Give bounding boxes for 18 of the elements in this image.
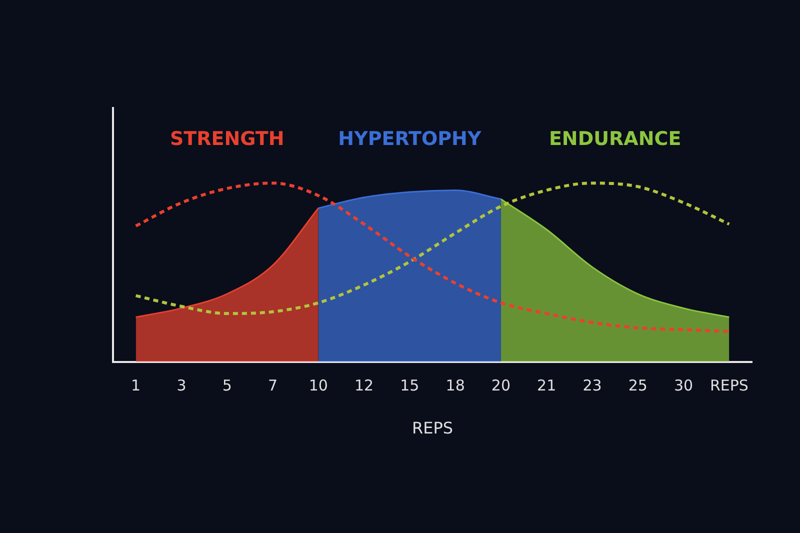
x-tick-label: 7: [268, 376, 278, 395]
x-tick-label: 12: [354, 376, 374, 395]
x-tick-label: 1: [131, 376, 141, 395]
x-tick-label: 5: [222, 376, 232, 395]
x-tick-label: 20: [491, 376, 511, 395]
x-tick-label: 23: [582, 376, 602, 395]
text: STRENGTH: [170, 128, 284, 150]
x-tick-label: 10: [308, 376, 328, 395]
x-tick-label: 18: [446, 376, 465, 395]
x-tick-label: REPS: [710, 376, 748, 395]
x-tick-label: 15: [400, 376, 420, 395]
x-axis-title: REPS: [412, 418, 454, 438]
text: ENDURANCE: [548, 128, 682, 150]
x-tick-label: 30: [674, 376, 694, 395]
text: HYPERTOPHY: [338, 128, 482, 150]
x-tick-label: 21: [537, 376, 556, 395]
x-tick-label: 25: [628, 376, 648, 395]
x-tick-label: 3: [176, 376, 186, 395]
